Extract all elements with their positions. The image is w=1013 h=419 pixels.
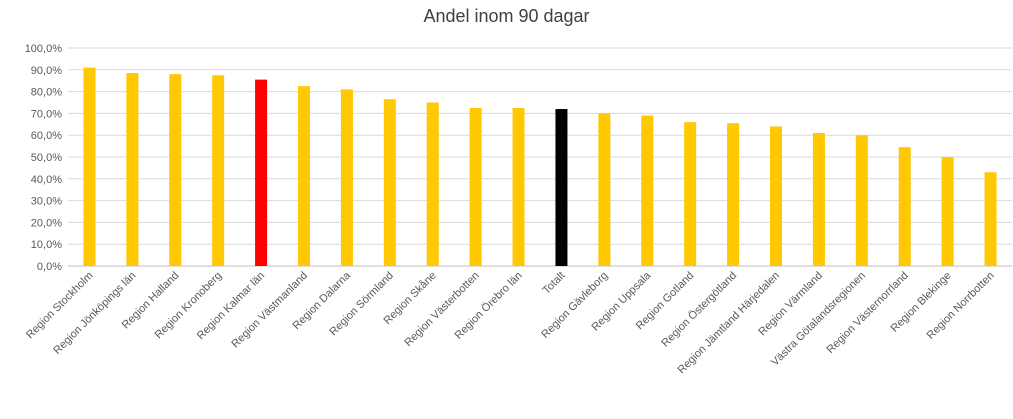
bar xyxy=(641,115,654,266)
bar xyxy=(340,89,353,266)
chart-title: Andel inom 90 dagar xyxy=(423,6,590,26)
bar xyxy=(83,67,96,267)
bar xyxy=(383,99,396,266)
bar xyxy=(169,74,182,266)
x-tick-label: Region Västerbotten xyxy=(402,270,481,349)
x-tick-label: Region Östergötland xyxy=(659,270,739,350)
y-tick-label: 100,0% xyxy=(25,43,63,55)
bar xyxy=(898,147,911,266)
y-tick-label: 80,0% xyxy=(31,87,62,99)
x-tick-label: Totalt xyxy=(540,270,567,297)
y-tick-label: 70,0% xyxy=(31,108,62,120)
bars xyxy=(83,67,997,267)
y-tick-label: 0,0% xyxy=(37,261,62,273)
y-tick-label: 30,0% xyxy=(31,196,62,208)
bar xyxy=(555,109,568,266)
bar xyxy=(984,172,997,266)
y-tick-label: 40,0% xyxy=(31,174,62,186)
bar xyxy=(212,75,225,266)
bar xyxy=(255,79,268,266)
bar xyxy=(812,133,825,266)
bar xyxy=(469,107,482,266)
bar xyxy=(941,157,954,266)
x-tick-label: Region Västernorrland xyxy=(825,270,911,356)
bar xyxy=(512,107,525,266)
y-tick-label: 90,0% xyxy=(31,65,62,77)
y-axis-ticks: 0,0% 10,0% 20,0% 30,0% 40,0% 50,0% 60,0% 70,0% 8… xyxy=(25,43,63,273)
bar xyxy=(770,126,782,266)
y-tick-label: 60,0% xyxy=(31,130,62,142)
bar xyxy=(426,102,439,266)
bar xyxy=(598,113,611,267)
gridlines xyxy=(68,47,1012,267)
y-tick-label: 10,0% xyxy=(31,239,62,251)
bar xyxy=(855,135,868,266)
x-tick-label: Region Jönköpings län xyxy=(51,270,138,357)
y-tick-label: 20,0% xyxy=(31,217,62,229)
x-tick-label: Region Västmanland xyxy=(229,270,310,351)
bar xyxy=(684,122,697,267)
bar xyxy=(298,86,310,267)
bar xyxy=(727,123,740,267)
y-tick-label: 50,0% xyxy=(31,152,62,164)
bar xyxy=(126,73,139,266)
